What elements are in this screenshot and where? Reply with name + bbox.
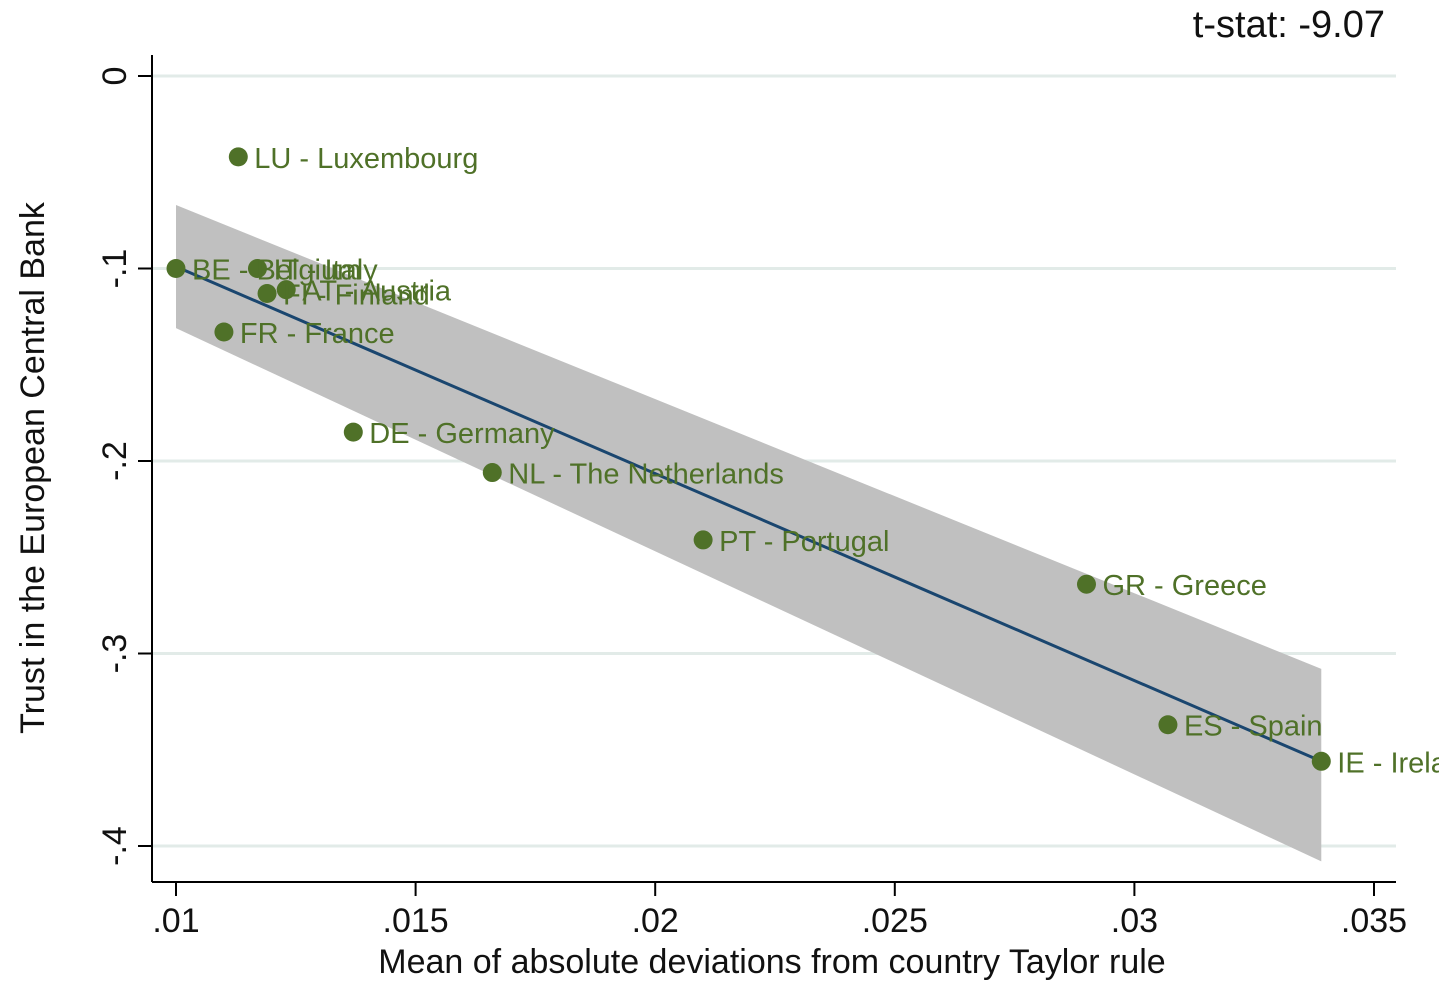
confidence-band xyxy=(176,204,1322,862)
point-label: LU - Luxembourg xyxy=(254,143,478,175)
data-point xyxy=(1076,574,1096,594)
data-point xyxy=(343,422,363,442)
point-label: NL - The Netherlands xyxy=(508,459,784,491)
point-label: BE - Belgium xyxy=(192,255,361,287)
data-point xyxy=(1158,715,1178,735)
x-tick-label: .035 xyxy=(1341,902,1407,940)
point-label: PT - Portugal xyxy=(719,526,889,558)
point-label: GR - Greece xyxy=(1102,570,1266,602)
data-point xyxy=(1311,751,1331,771)
y-tick-label: -.1 xyxy=(96,249,134,289)
point-label: FR - France xyxy=(240,318,395,350)
y-axis-ticks: 0 -.1 -.2 -.3 -.4 xyxy=(96,67,152,866)
y-tick-label: -.2 xyxy=(96,441,134,481)
data-point xyxy=(166,259,186,278)
x-tick-label: .01 xyxy=(152,902,199,940)
data-point xyxy=(247,259,267,278)
data-points xyxy=(166,147,1331,771)
x-axis-ticks: .01 .015 .02 .025 .03 .035 xyxy=(152,882,1407,940)
y-tick-label: -.4 xyxy=(96,826,134,866)
point-label: IT - Italy xyxy=(273,255,378,287)
y-tick-label: -.3 xyxy=(96,634,134,674)
point-label: FI - Finland xyxy=(283,280,430,312)
t-stat-annotation: t-stat: -9.07 xyxy=(1193,4,1385,46)
point-label: ES - Spain xyxy=(1184,711,1323,743)
x-axis-title: Mean of absolute deviations from country… xyxy=(378,943,1165,981)
x-tick-label: .025 xyxy=(862,902,928,940)
x-tick-label: .02 xyxy=(632,902,679,940)
data-point xyxy=(482,463,502,483)
fit-line xyxy=(175,265,1322,763)
x-tick-label: .03 xyxy=(1111,902,1158,940)
data-point xyxy=(276,280,296,300)
y-tick-label: 0 xyxy=(96,67,134,86)
data-point xyxy=(257,284,277,304)
x-tick-label: .015 xyxy=(383,902,449,940)
point-label: DE - Germany xyxy=(369,418,555,450)
point-label: AT - Austria xyxy=(302,276,452,308)
y-axis-title: Trust in the European Central Bank xyxy=(14,201,52,734)
data-point xyxy=(693,530,713,550)
data-point xyxy=(228,147,248,167)
data-point xyxy=(214,322,234,342)
point-label: IE - Ireland xyxy=(1337,747,1439,779)
